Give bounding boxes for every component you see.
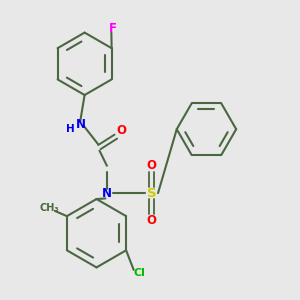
Text: O: O: [146, 159, 157, 172]
Text: Cl: Cl: [134, 268, 146, 278]
Text: N: N: [102, 187, 112, 200]
Text: F: F: [109, 22, 117, 34]
Text: O: O: [117, 124, 127, 137]
Text: O: O: [146, 214, 157, 227]
Text: S: S: [147, 187, 156, 200]
Text: N: N: [76, 118, 86, 131]
Text: H: H: [66, 124, 75, 134]
Text: CH₃: CH₃: [39, 203, 59, 213]
